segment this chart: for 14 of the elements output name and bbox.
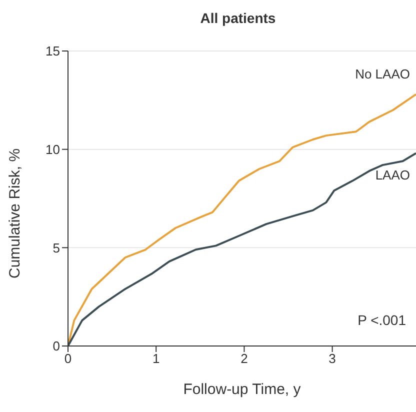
series-label: LAAO [375,167,410,182]
annotation: P <.001 [358,312,406,328]
x-tick-label: 0 [64,351,72,366]
x-axis-title: Follow-up Time, y [183,381,302,398]
x-tick-label: 2 [240,351,248,366]
y-tick-label: 5 [52,240,60,256]
x-tick-label: 3 [328,351,336,366]
y-tick-label: 10 [46,142,60,157]
y-axis-title: Cumulative Risk, % [6,148,24,278]
y-tick-label: 0 [52,338,60,354]
chart-title: All patients [199,10,277,26]
x-tick-label: 1 [152,351,160,366]
y-tick-label: 15 [46,44,60,59]
series-label: No LAAO [355,66,410,82]
